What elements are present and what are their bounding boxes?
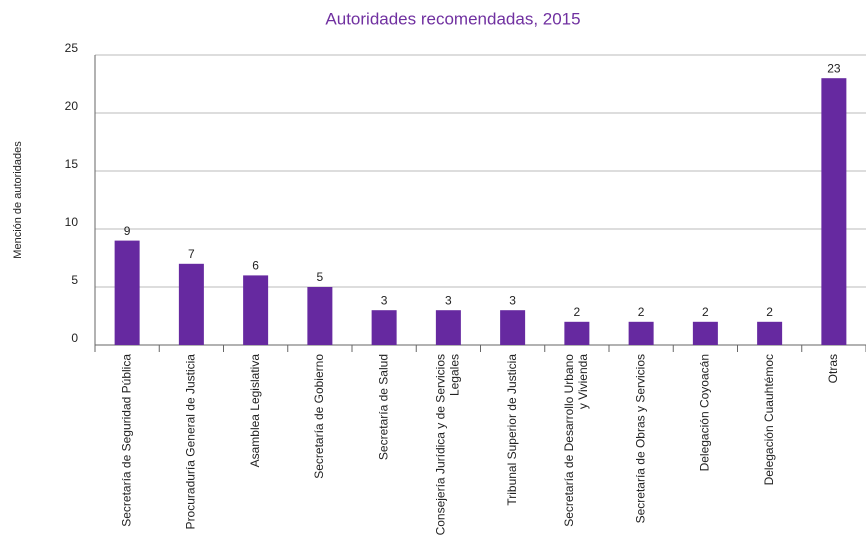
x-tick-label: Secretaría de Obras y Servicios xyxy=(633,354,647,523)
x-tick-label: Delegación Cuauhtémoc xyxy=(762,354,776,485)
bar xyxy=(757,321,783,345)
bar xyxy=(821,78,847,345)
y-axis-label: Mención de autoridades xyxy=(12,141,24,259)
x-tick-label: Secretaría de Salud xyxy=(376,354,390,460)
chart-title: Autoridades recomendadas, 2015 xyxy=(325,9,580,28)
data-label: 23 xyxy=(827,61,841,75)
y-tick-label: 20 xyxy=(65,99,79,113)
y-tick-label: 10 xyxy=(65,215,79,229)
y-tick-label: 5 xyxy=(71,273,78,287)
x-tick-label: Secretaría de Desarrollo Urbanoy Viviend… xyxy=(562,354,590,527)
bar xyxy=(628,321,654,345)
bar xyxy=(114,240,140,345)
bar xyxy=(371,310,397,345)
data-label: 9 xyxy=(124,224,131,238)
data-label: 3 xyxy=(445,293,452,307)
data-label: 7 xyxy=(188,247,195,261)
bar xyxy=(500,310,526,345)
x-tick-label: Secretaría de Gobierno xyxy=(312,354,326,479)
bar xyxy=(564,321,590,345)
data-label: 2 xyxy=(574,305,581,319)
x-tick-label: Delegación Coyoacán xyxy=(698,354,712,471)
data-label: 5 xyxy=(317,270,324,284)
x-tick-label: Otras xyxy=(826,354,840,383)
bar xyxy=(692,321,718,345)
y-tick-label: 25 xyxy=(65,41,79,55)
x-tick-label: Asamblea Legislativa xyxy=(248,354,262,468)
data-label: 2 xyxy=(638,305,645,319)
bar xyxy=(435,310,461,345)
data-label: 3 xyxy=(381,293,388,307)
data-label: 2 xyxy=(702,305,709,319)
bar xyxy=(307,287,333,345)
bar xyxy=(243,275,269,345)
data-label: 6 xyxy=(252,259,259,273)
bar xyxy=(178,263,204,345)
data-label: 3 xyxy=(509,293,516,307)
y-tick-label: 15 xyxy=(65,157,79,171)
data-label: 2 xyxy=(766,305,773,319)
x-tick-label: Tribunal Superior de Justicia xyxy=(505,354,519,506)
x-tick-label: Secretaría de Seguridad Pública xyxy=(119,354,133,527)
x-tick-label: Procuraduría General de Justicia xyxy=(184,354,198,530)
y-tick-label: 0 xyxy=(71,331,78,345)
x-tick-label: Consejería Jurídica y de ServiciosLegale… xyxy=(434,354,462,535)
